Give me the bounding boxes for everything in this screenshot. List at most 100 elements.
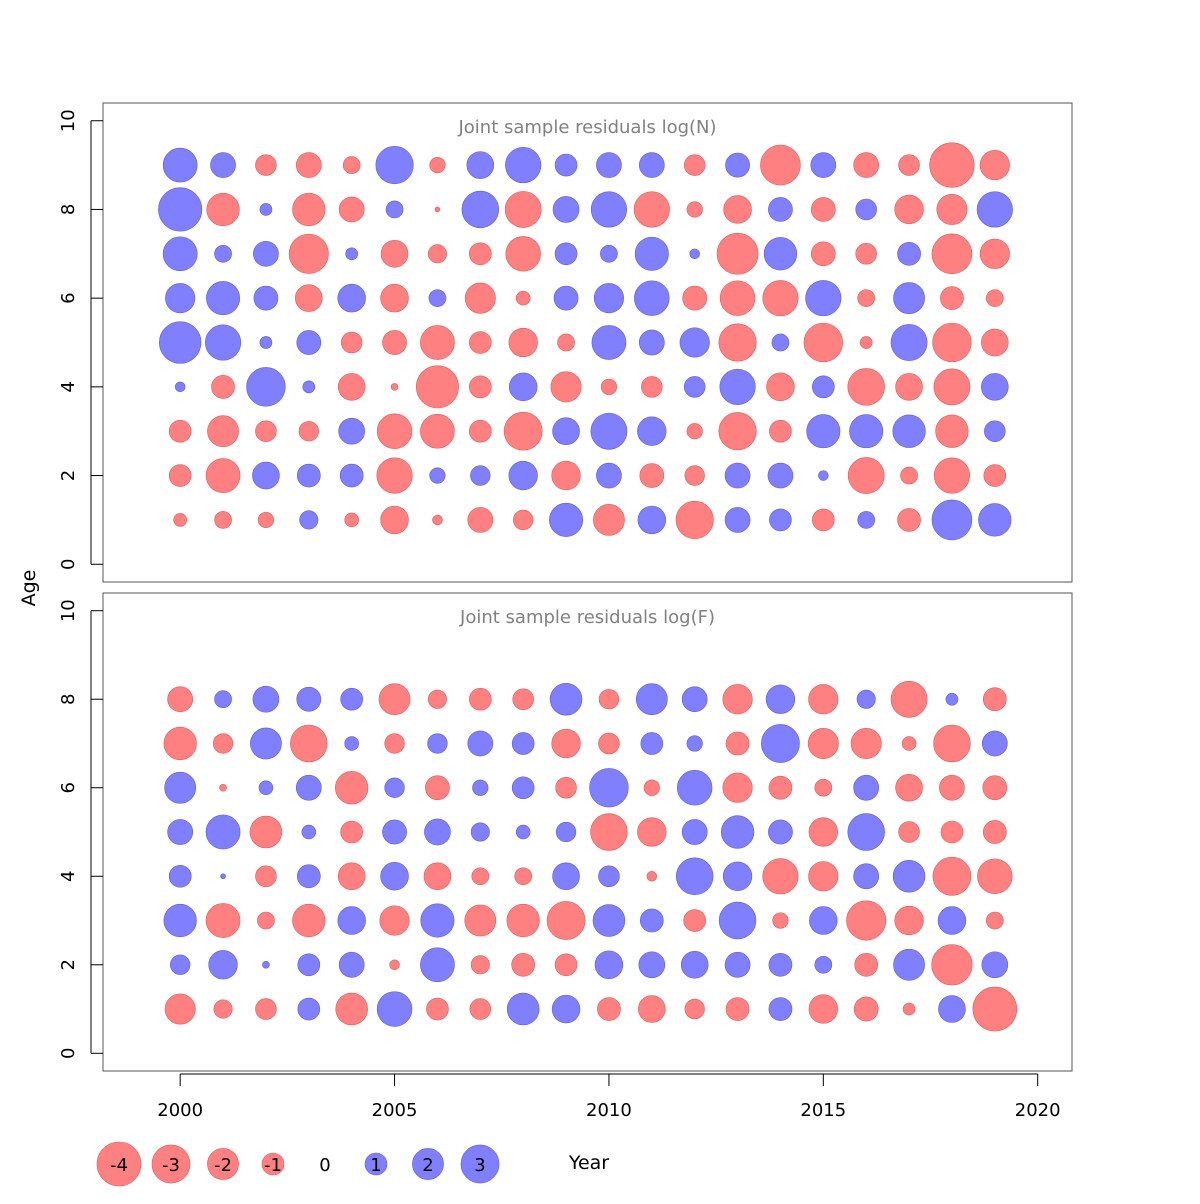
residual-bubble	[168, 464, 192, 487]
residual-bubble	[892, 414, 926, 448]
residual-bubble	[722, 684, 753, 715]
plot-frame	[102, 592, 1073, 1072]
residual-bubble	[594, 950, 624, 979]
residual-bubble	[646, 871, 658, 882]
residual-bubble	[638, 152, 665, 178]
residual-bubble	[469, 687, 492, 711]
residual-bubble	[803, 322, 843, 363]
residual-bubble	[167, 686, 194, 713]
residual-bubble	[689, 248, 700, 260]
residual-bubble	[718, 323, 757, 362]
residual-bubble	[675, 857, 714, 895]
residual-bubble	[252, 685, 280, 713]
residual-bubble	[979, 150, 1010, 181]
residual-bubble	[429, 467, 446, 484]
residual-bubble	[158, 187, 203, 232]
residual-bubble	[725, 997, 750, 1021]
residual-bubble	[890, 680, 928, 718]
residual-bubble	[808, 817, 838, 847]
residual-bubble	[897, 241, 921, 266]
residual-bubble	[376, 413, 413, 449]
residual-bubble	[345, 247, 359, 261]
residual-bubble	[892, 860, 926, 893]
y-tick-label: 6	[58, 292, 79, 303]
residual-bubble	[768, 997, 793, 1021]
residual-bubble	[429, 157, 446, 174]
residual-bubble	[722, 772, 753, 803]
residual-bubble	[812, 508, 835, 532]
legend-item: -3	[151, 1144, 191, 1184]
residual-bubble	[856, 689, 876, 709]
y-tick-label: 2	[58, 470, 79, 481]
residual-bubble	[423, 862, 452, 891]
residual-bubble	[205, 458, 241, 493]
residual-bubble	[380, 862, 409, 891]
residual-bubble	[461, 190, 500, 229]
residual-bubble	[724, 462, 751, 489]
residual-bubble	[684, 465, 705, 486]
residual-bubble	[551, 460, 581, 491]
residual-bubble	[768, 952, 793, 977]
residual-bubble	[205, 903, 241, 938]
residual-bubble	[378, 683, 411, 716]
residual-bubble	[686, 201, 703, 218]
y-tick-label: 10	[58, 599, 79, 622]
residual-bubble	[814, 955, 833, 974]
residual-bubble	[680, 951, 709, 979]
residual-bubble	[505, 147, 542, 184]
residual-bubble	[292, 192, 326, 227]
residual-bubble	[633, 191, 670, 228]
residual-bubble	[901, 736, 917, 751]
panel-1: Joint sample residuals log(N) 0 2 4 6 8 10	[58, 102, 1073, 583]
residual-bubble	[766, 372, 795, 402]
residual-bubble	[296, 330, 322, 355]
residual-bubble	[213, 999, 233, 1019]
y-tick-label: 10	[58, 109, 79, 132]
residual-bubble	[427, 689, 447, 709]
residual-bubble	[724, 507, 751, 533]
residual-bubble	[898, 154, 920, 176]
residual-bubble	[469, 419, 492, 443]
residual-bubble	[681, 819, 708, 845]
residual-bubble	[420, 325, 455, 360]
residual-bubble	[846, 900, 887, 941]
residual-bubble	[292, 903, 326, 938]
residual-bubble	[390, 383, 399, 391]
residual-bubble	[684, 998, 705, 1020]
panels-layer: Joint sample residuals log(N)0246810Join…	[58, 102, 1073, 1072]
y-tick-label: 4	[58, 871, 79, 882]
residual-bubble	[933, 724, 971, 763]
residual-bubble	[342, 156, 361, 174]
residual-bubble	[469, 998, 492, 1020]
residual-bubble	[767, 462, 794, 489]
residual-bubble	[769, 508, 792, 532]
residual-bubble	[847, 813, 885, 851]
residual-bubble	[384, 733, 405, 754]
residual-bubble	[805, 280, 842, 317]
residual-bubble	[425, 775, 450, 801]
residual-bubble	[472, 779, 489, 796]
residual-bubble	[931, 233, 973, 275]
residual-bubble	[982, 687, 1007, 712]
residual-bubble	[253, 285, 279, 311]
residual-bubble	[894, 905, 924, 936]
residual-bubble	[935, 414, 969, 448]
legend-bubble	[460, 1144, 500, 1184]
residual-bubble	[900, 466, 918, 485]
residual-bubble	[638, 951, 666, 979]
residual-bubble	[428, 289, 447, 307]
residual-bubble	[379, 905, 410, 936]
residual-bubble	[257, 911, 275, 930]
residual-bubble	[301, 824, 317, 840]
residual-bubble	[385, 200, 404, 219]
residual-bubble	[812, 375, 835, 399]
residual-bubble	[590, 191, 627, 228]
x-tick-label: 2010	[586, 1100, 632, 1121]
residual-bubble	[771, 333, 790, 352]
residual-bubble	[464, 904, 497, 937]
residual-bubble	[641, 376, 663, 398]
residual-bubble	[508, 327, 538, 358]
legend-label: -1	[264, 1155, 282, 1176]
residual-bubble	[295, 152, 322, 178]
